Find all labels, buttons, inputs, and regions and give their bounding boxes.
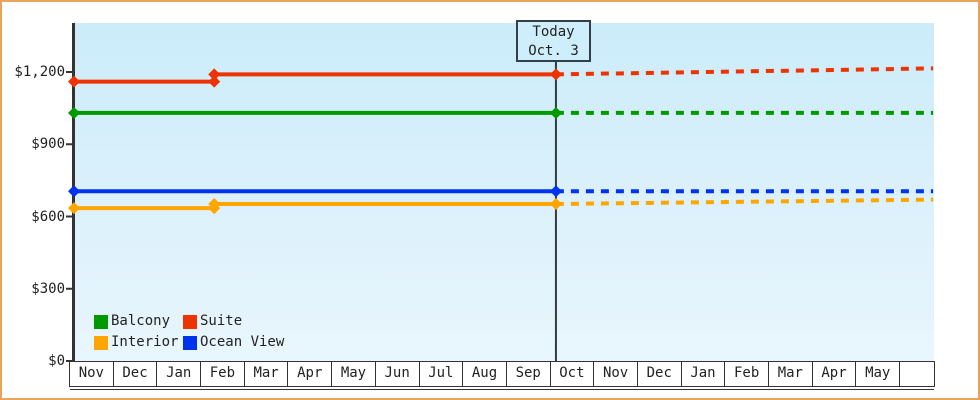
month-cell: May: [332, 362, 376, 386]
data-point-marker: [549, 197, 562, 210]
month-cell: Nov: [594, 362, 638, 386]
month-cell-empty: [900, 362, 934, 386]
legend-swatch-icon: [183, 335, 197, 350]
data-point-marker: [549, 185, 562, 198]
data-point-marker: [208, 75, 221, 88]
y-tick-label: $300: [31, 280, 65, 297]
series-forecast-interior: [555, 197, 934, 206]
month-cell: Feb: [725, 362, 769, 386]
series-forecast-suite: [555, 66, 934, 77]
legend-item: Suite: [183, 314, 284, 329]
legend-label: Suite: [200, 313, 243, 329]
month-cell: Oct: [550, 362, 595, 386]
legend-swatch-icon: [94, 335, 108, 350]
y-tick-label: $900: [31, 136, 65, 153]
x-axis-month-row: Nov Dec Jan Feb Mar Apr May Jun Jul Aug Sep Oct Nov D…: [69, 361, 935, 387]
legend-label: Interior: [111, 334, 179, 350]
legend-item: Balcony: [94, 314, 183, 329]
legend: Balcony Suite Interior Ocean View: [94, 314, 284, 350]
legend-swatch-icon: [94, 314, 108, 329]
legend-label: Balcony: [111, 313, 171, 329]
month-cell: Jun: [375, 362, 420, 386]
month-cell: Jan: [157, 362, 202, 386]
month-cell: Mar: [769, 362, 813, 386]
month-cell: Jul: [419, 362, 464, 386]
data-point-marker: [68, 202, 80, 215]
month-cell: Apr: [288, 362, 333, 386]
legend-item: Interior: [94, 335, 183, 350]
y-tick-label: $0: [48, 353, 65, 369]
legend-swatch-icon: [183, 314, 197, 329]
month-cell: Dec: [637, 362, 682, 386]
month-cell: Feb: [201, 362, 245, 386]
series-history-suite: [74, 72, 556, 84]
month-cell: May: [856, 362, 901, 386]
legend-label: Ocean View: [200, 334, 285, 350]
month-cell: Sep: [506, 362, 551, 386]
data-point-marker: [68, 106, 80, 119]
today-marker-box: Today Oct. 3: [516, 20, 591, 62]
today-date: Oct. 3: [528, 43, 579, 59]
x-axis-underline: [70, 389, 934, 390]
data-point-marker: [208, 68, 221, 81]
data-point-marker: [549, 68, 562, 81]
y-tick-label: $600: [31, 208, 65, 225]
data-point-marker: [549, 106, 562, 119]
data-point-marker: [68, 75, 80, 88]
legend-item: Ocean View: [183, 335, 284, 350]
series-history-interior: [74, 202, 556, 211]
month-cell: Nov: [70, 362, 114, 386]
month-cell: Jan: [681, 362, 726, 386]
month-cell: Dec: [113, 362, 158, 386]
data-point-marker: [68, 185, 80, 198]
y-tick-label: $1,200: [14, 64, 65, 80]
month-cell: Apr: [812, 362, 857, 386]
month-cell: Mar: [244, 362, 289, 386]
data-point-marker: [208, 197, 221, 210]
month-cell: Aug: [463, 362, 507, 386]
today-label: Today: [532, 24, 575, 40]
